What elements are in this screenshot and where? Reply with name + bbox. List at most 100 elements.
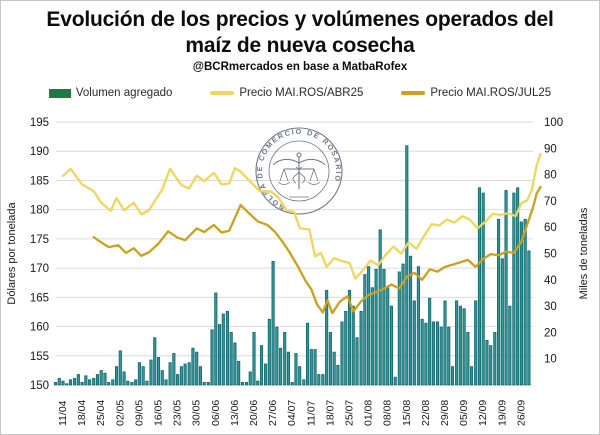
legend-item-volume: Volumen agregado — [48, 87, 173, 99]
volume-bar — [95, 374, 100, 386]
x-tick-label: 30/05 — [191, 400, 203, 426]
volume-bar — [61, 380, 65, 386]
volume-bar — [176, 374, 180, 386]
volume-bar — [481, 192, 485, 386]
price-volume-chart: 150 155 160 165 170 175 180 185 190 195 10 20 30 40 50… — [6, 117, 590, 426]
volume-bar — [283, 332, 287, 386]
abr25-line-swatch-icon — [210, 91, 235, 95]
volume-bar — [313, 349, 317, 386]
volume-bar — [336, 364, 340, 386]
legend-label-jul25: Precio MAI.ROS/JUL25 — [430, 87, 552, 99]
y-right-tick: 90 — [544, 143, 557, 155]
volume-bar — [248, 371, 252, 386]
volume-bar — [84, 375, 88, 386]
volume-bar — [512, 192, 516, 386]
y-right-tick: 80 — [544, 170, 557, 182]
volume-bar — [160, 370, 164, 386]
volume-bar — [149, 359, 153, 386]
volume-bars — [53, 145, 531, 386]
title-line-2: maíz de nueva cosecha — [185, 34, 415, 57]
volume-bar — [130, 382, 134, 386]
volume-bar — [172, 353, 176, 386]
volume-bar — [378, 229, 382, 386]
title-line-1: Evolución de los precios y volúmenes ope… — [46, 8, 554, 31]
volume-bar — [294, 353, 298, 386]
volume-bar — [202, 382, 206, 386]
x-tick-label: 25/04 — [95, 400, 107, 426]
bcr-watermark-logo: BOLSA DE COMERCIO DE ROSARIO — [255, 127, 343, 215]
y-right-tick: 20 — [544, 327, 557, 339]
volume-bar — [137, 362, 141, 386]
volume-bar — [198, 366, 203, 386]
volume-bar — [271, 261, 275, 386]
volume-bar — [179, 366, 183, 386]
volume-bar — [168, 362, 172, 386]
volume-bar — [290, 382, 294, 386]
volume-bar — [340, 321, 344, 386]
volume-bar — [122, 371, 126, 386]
volume-bar — [374, 268, 378, 386]
y-right-tick: 100 — [544, 117, 563, 129]
volume-bar — [114, 366, 119, 386]
y-left-tick: 150 — [30, 380, 49, 392]
volume-bar — [420, 318, 424, 386]
legend-item-jul25: Precio MAI.ROS/JUL25 — [401, 87, 551, 99]
volume-bar — [206, 382, 210, 386]
volume-bar — [485, 339, 489, 386]
volume-bar — [516, 187, 520, 386]
volume-bar — [325, 289, 329, 386]
volume-bar — [187, 362, 191, 386]
volume-bar — [332, 351, 336, 386]
volume-bar — [99, 370, 103, 386]
volume-bar — [298, 366, 302, 386]
volume-bar — [382, 268, 386, 386]
jul25-line-swatch-icon — [401, 91, 426, 95]
volume-bar — [233, 342, 237, 386]
volume-bar — [214, 292, 218, 386]
volume-bar — [221, 313, 225, 386]
volume-bar — [156, 357, 161, 386]
volume-bar — [474, 300, 478, 386]
volume-bar — [386, 287, 390, 386]
volume-bar — [153, 337, 157, 386]
volume-bar — [458, 305, 462, 386]
legend-item-abr25: Precio MAI.ROS/ABR25 — [210, 87, 363, 99]
legend-label-volume: Volumen agregado — [75, 87, 173, 99]
volume-bar — [279, 347, 283, 386]
y-right-tick: 10 — [544, 354, 557, 366]
volume-bar — [497, 218, 501, 386]
volume-bar — [256, 380, 260, 386]
y-left-tick: 190 — [30, 146, 49, 158]
volume-bar — [416, 266, 420, 386]
volume-bar — [218, 324, 222, 386]
x-tick-label: 23/05 — [172, 400, 184, 426]
volume-bar — [145, 380, 149, 386]
volume-bar — [470, 366, 474, 386]
volume-bar — [447, 326, 451, 386]
x-tick-label: 19/09 — [496, 400, 508, 426]
volume-bar — [111, 379, 115, 386]
volume-bar — [191, 347, 195, 386]
volume-bar — [57, 378, 61, 386]
volume-bar — [76, 374, 80, 386]
x-tick-label: 09/05 — [133, 400, 145, 426]
x-tick-label: 22/08 — [420, 400, 432, 426]
chart-subtitle: @BCRmercados en base a MatbaRofex — [192, 61, 408, 73]
y-right-tick: 60 — [544, 222, 557, 234]
volume-bar — [466, 332, 470, 386]
volume-bar — [523, 218, 527, 386]
y-right-tick: 70 — [544, 196, 557, 208]
volume-bar — [302, 379, 306, 386]
volume-bar — [500, 258, 504, 386]
volume-bar — [210, 329, 214, 386]
volume-bar — [267, 318, 271, 386]
volume-bar — [321, 374, 325, 386]
volume-bar — [370, 287, 374, 386]
volume-bar — [225, 311, 229, 386]
y-left-axis-title: Dólares por tonelada — [6, 202, 18, 305]
volume-bar — [53, 382, 58, 386]
x-tick-label: 16/05 — [153, 400, 165, 426]
volume-bar — [73, 378, 77, 386]
volume-bar — [508, 305, 512, 386]
